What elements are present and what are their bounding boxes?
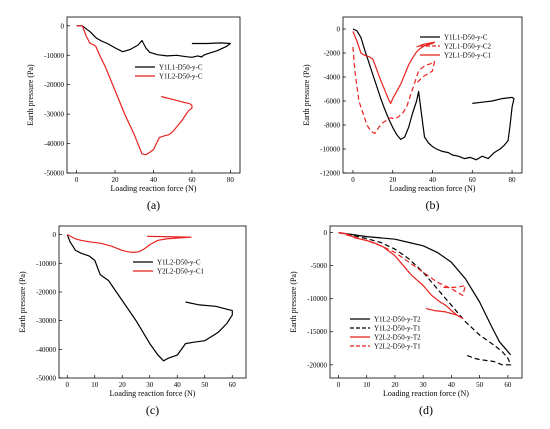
series-line-3 xyxy=(338,232,464,320)
y-tick-label: -12000 xyxy=(320,170,340,178)
x-tick-label: 60 xyxy=(188,176,196,184)
x-axis-label: Loading reaction force (N) xyxy=(390,184,476,193)
y-tick-label: -40000 xyxy=(44,140,64,148)
series-line-2 xyxy=(67,234,192,253)
y-tick-label: -10000 xyxy=(307,295,327,303)
series-line-2 xyxy=(338,232,512,366)
series-line-1 xyxy=(66,234,233,362)
x-axis-label: Loading reaction force (N) xyxy=(110,389,196,398)
x-tick-label: 20 xyxy=(391,381,399,389)
series-line-3 xyxy=(352,31,436,105)
y-axis-label: Earth pressure (Pa) xyxy=(18,271,27,333)
y-tick-label: 0 xyxy=(324,229,328,237)
x-tick-label: 80 xyxy=(227,176,235,184)
x-tick-label: 30 xyxy=(146,381,154,389)
legend-label: Y1L2-D50-y-T1 xyxy=(374,325,421,333)
series-line-1 xyxy=(352,28,515,161)
x-tick-label: 20 xyxy=(119,381,127,389)
plot-frame xyxy=(58,225,247,379)
x-tick-label: 60 xyxy=(469,176,477,184)
y-tick-label: -20000 xyxy=(36,288,56,296)
y-tick-label: 0 xyxy=(53,231,57,239)
legend-label: Y2L2-D50-y-T1 xyxy=(374,343,421,351)
x-axis-label: Loading reaction force (N) xyxy=(383,389,469,398)
x-tick-label: 60 xyxy=(504,381,512,389)
legend-label: Y2L2-D50-y-T2 xyxy=(374,334,421,342)
x-tick-label: 0 xyxy=(351,176,355,184)
y-tick-label: -15000 xyxy=(307,328,327,336)
x-axis-label: Loading reaction force (N) xyxy=(111,184,197,193)
y-axis-label: Earth pressure (Pa) xyxy=(289,271,298,333)
legend-label: Y1L2-D50-y-T2 xyxy=(374,316,421,324)
legend-label: Y1L1-D50-y-C xyxy=(159,64,203,72)
y-tick-label: -30000 xyxy=(36,317,56,325)
y-axis-label: Earth pressure (Pa) xyxy=(302,64,311,126)
chart-panel-3: 0 10 20 30 40 50 60 0 -10000 -20000 -30000 -40000 -5… xyxy=(18,225,247,417)
x-tick-label: 30 xyxy=(420,381,428,389)
y-tick-label: -4000 xyxy=(324,74,341,82)
y-tick-label: 0 xyxy=(61,22,65,30)
y-tick-label: -40000 xyxy=(36,346,56,354)
y-tick-label: -20000 xyxy=(44,81,64,89)
x-tick-label: 40 xyxy=(174,381,182,389)
x-tick-label: 50 xyxy=(476,381,484,389)
y-tick-label: -6000 xyxy=(324,98,341,106)
legend-label: Y2L1-D50-y-C1 xyxy=(444,52,492,60)
y-tick-label: -8000 xyxy=(324,122,341,130)
x-tick-label: 60 xyxy=(229,381,237,389)
legend-label: Y1L2-D50-y-C xyxy=(157,259,201,267)
legend-label: Y1L1-D50-y-C xyxy=(444,34,488,42)
legend-label: Y2L1-D50-y-C2 xyxy=(444,43,492,51)
series-line-4 xyxy=(338,232,467,296)
plot-frame xyxy=(329,225,523,379)
chart-legend: Y1L2-D50-y-T2Y1L2-D50-y-T1Y2L2-D50-y-T2Y… xyxy=(350,316,421,351)
y-tick-label: -2000 xyxy=(324,50,341,58)
x-tick-label: 50 xyxy=(201,381,209,389)
y-tick-label: -50000 xyxy=(36,375,56,383)
y-tick-label: -10000 xyxy=(320,146,340,154)
chart-panel-2: 0 20 40 60 80 0 -2000 -4000 -6000 -8000 -10000 -120… xyxy=(302,16,523,212)
y-tick-label: -30000 xyxy=(44,111,64,119)
x-tick-label: 20 xyxy=(112,176,120,184)
panel-label: (d) xyxy=(419,403,433,417)
panel-label: (b) xyxy=(426,198,440,212)
x-tick-label: 0 xyxy=(66,381,70,389)
plot-frame xyxy=(342,16,523,174)
x-tick-label: 80 xyxy=(509,176,517,184)
x-tick-label: 40 xyxy=(429,176,437,184)
legend-label: Y1L2-D50-y-C xyxy=(159,73,203,81)
x-tick-label: 0 xyxy=(337,381,341,389)
x-tick-label: 10 xyxy=(363,381,371,389)
series-line-2 xyxy=(352,46,436,134)
legend-label: Y2L2-D50-y-C1 xyxy=(157,268,205,276)
panel-label: (c) xyxy=(146,403,159,417)
x-tick-label: 10 xyxy=(91,381,99,389)
y-tick-label: -5000 xyxy=(311,262,328,270)
x-tick-label: 40 xyxy=(448,381,456,389)
series-line-2 xyxy=(76,25,193,156)
y-tick-label: -10000 xyxy=(44,52,64,60)
x-tick-label: 20 xyxy=(389,176,397,184)
series-line-1 xyxy=(338,232,512,356)
panel-label: (a) xyxy=(147,198,160,212)
y-tick-label: -10000 xyxy=(36,260,56,268)
chart-panel-1: 0 20 40 60 80 0 -10000 -20000 -30000 -40000 -50000… xyxy=(26,16,241,212)
x-tick-label: 0 xyxy=(75,176,79,184)
series-line-1 xyxy=(76,25,231,58)
y-axis-label: Earth pressure (Pa) xyxy=(26,64,35,126)
y-tick-label: 0 xyxy=(337,26,341,34)
y-tick-label: -50000 xyxy=(44,170,64,178)
x-tick-label: 40 xyxy=(150,176,158,184)
y-tick-label: -20000 xyxy=(307,361,327,369)
chart-panel-4: 0 10 20 30 40 50 60 0 -5000 -10000 -15000 -20000 Loa… xyxy=(289,225,523,417)
